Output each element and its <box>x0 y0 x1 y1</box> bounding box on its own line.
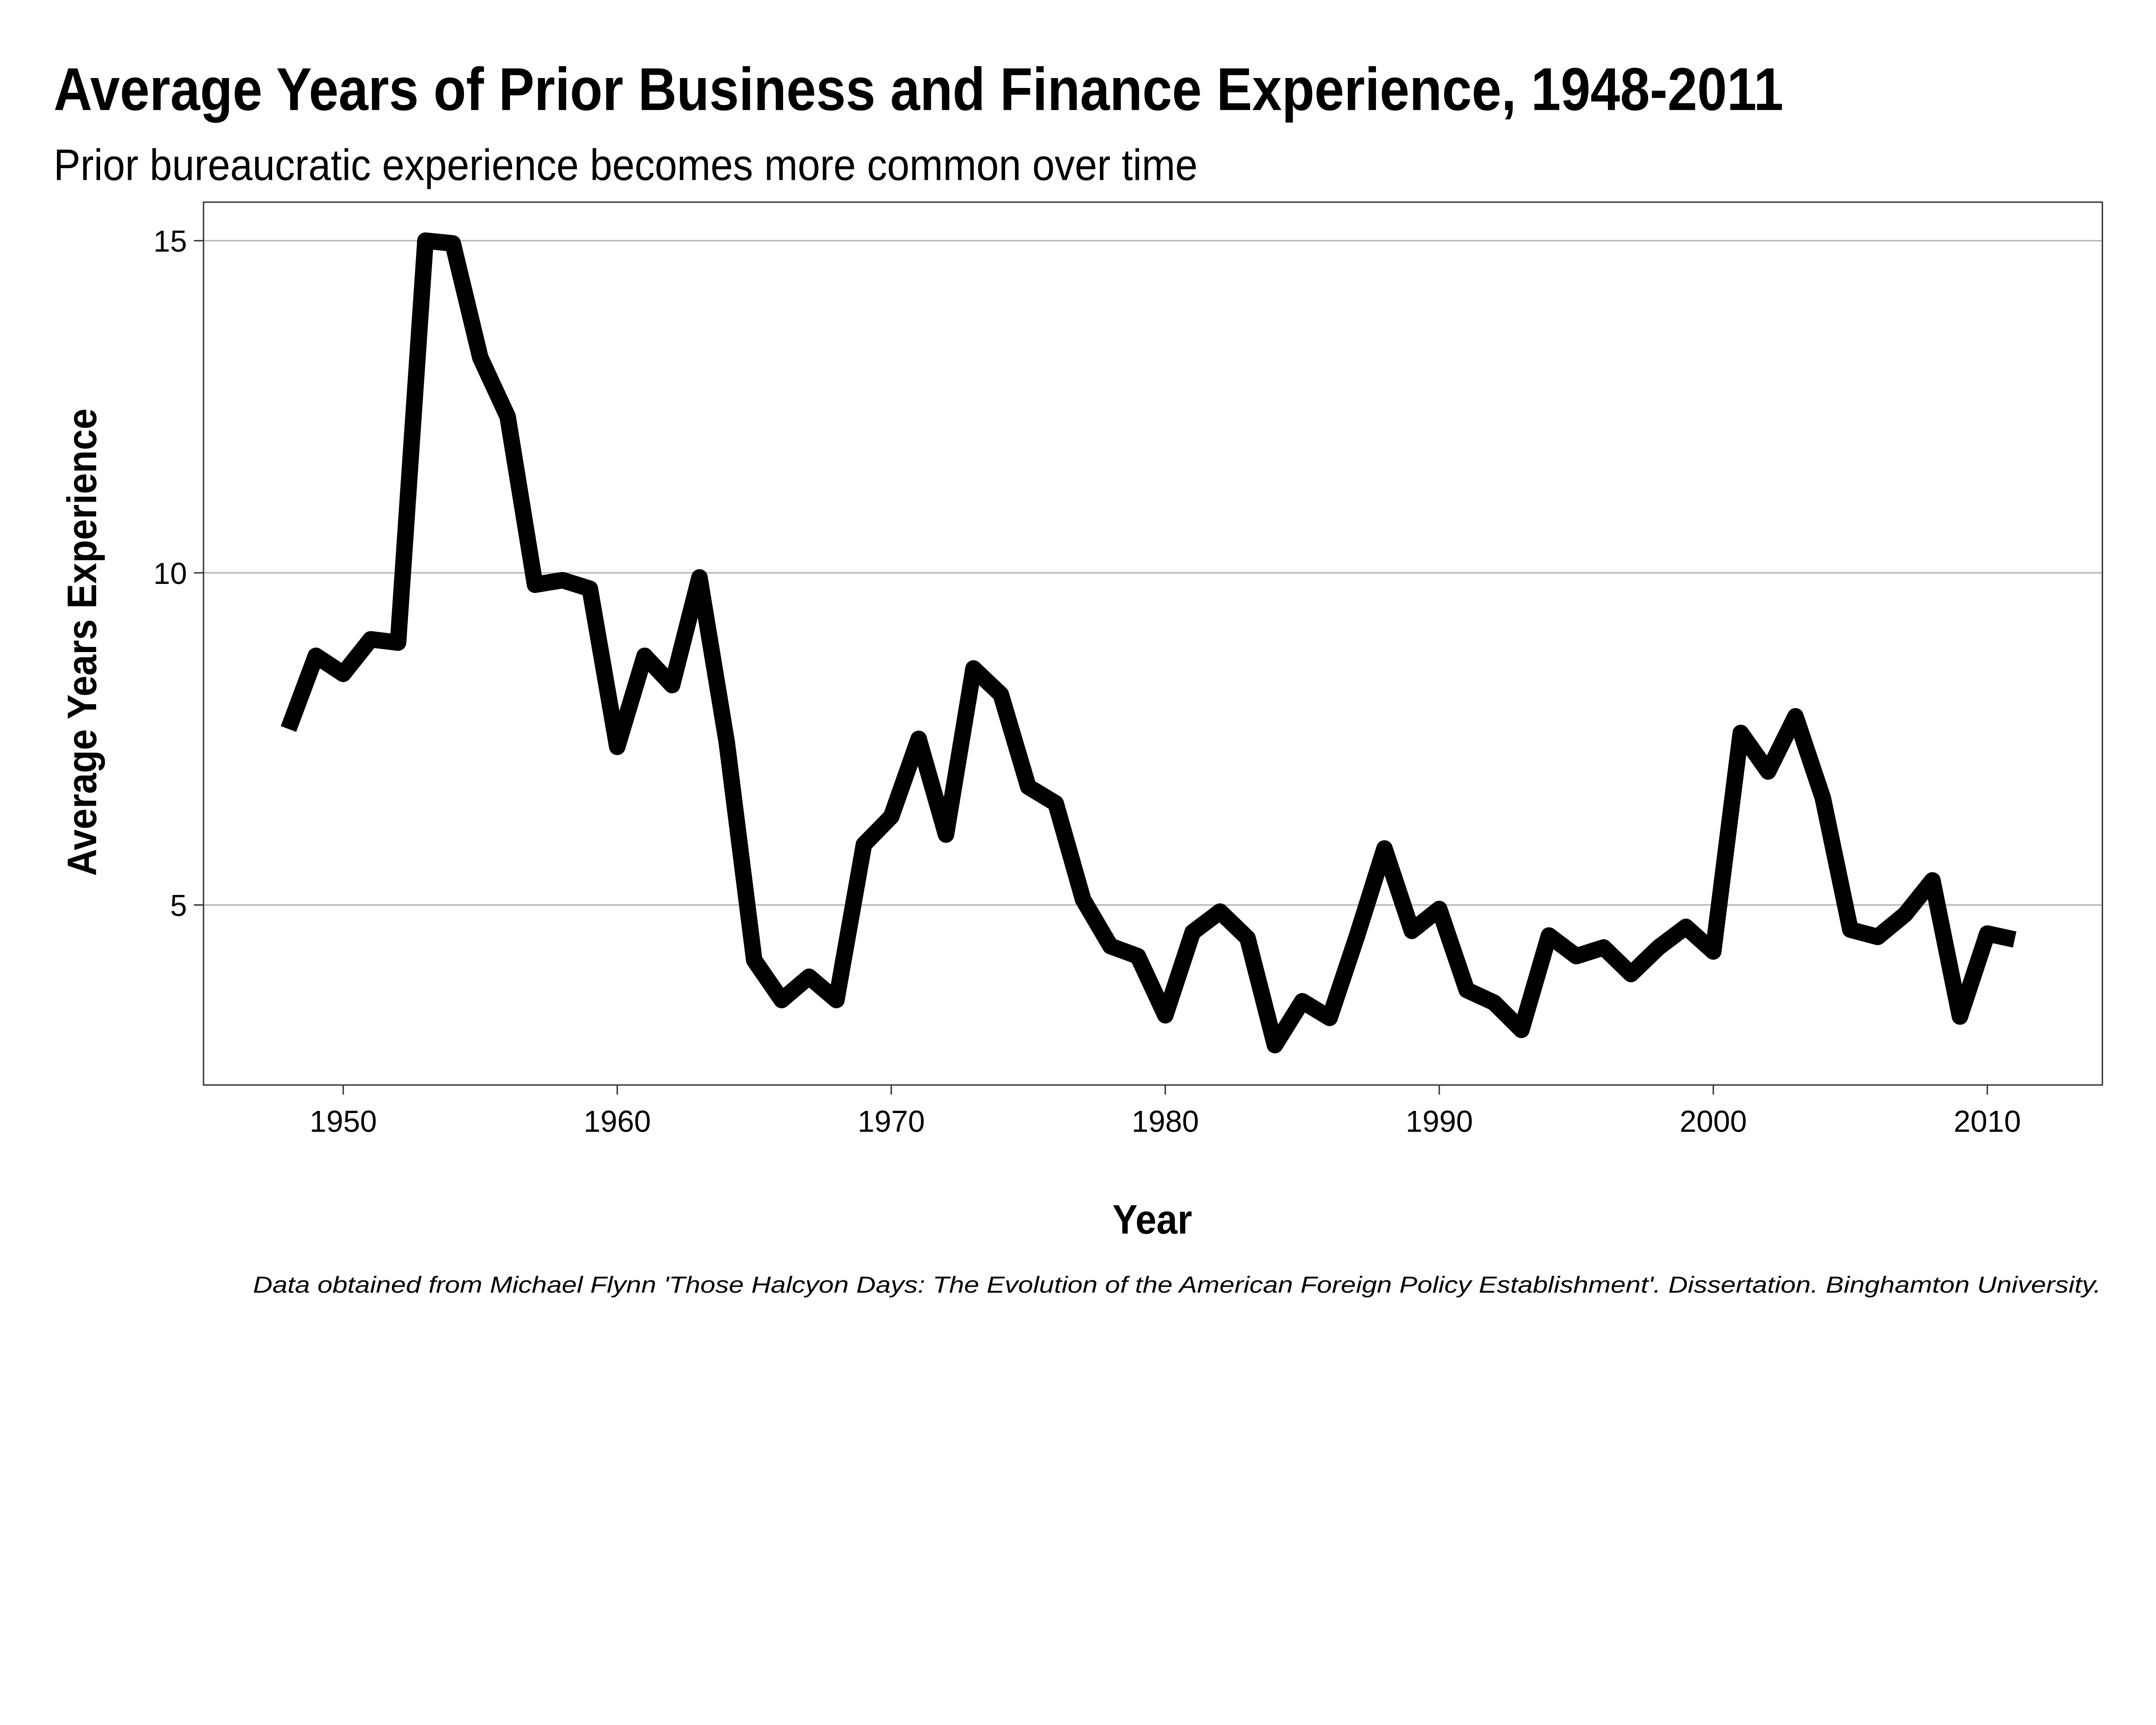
x-tick-label: 1980 <box>1131 1104 1199 1138</box>
y-axis-label: Average Years Experience <box>59 408 105 876</box>
chart-subtitle: Prior bureaucratic experience becomes mo… <box>53 141 1197 190</box>
x-tick-label: 2010 <box>1954 1104 2021 1138</box>
data-points <box>288 241 2015 1045</box>
chart-title: Average Years of Prior Business and Fina… <box>53 55 1783 123</box>
y-tick-label: 10 <box>154 556 187 590</box>
y-tick-label: 15 <box>154 224 187 258</box>
plot-frame <box>203 201 2103 1086</box>
chart: Average Years of Prior Business and Fina… <box>53 55 2103 1298</box>
gridlines <box>203 240 2103 906</box>
caption: Data obtained from Michael Flynn 'Those … <box>253 1272 2101 1298</box>
x-tick-label: 1960 <box>583 1104 651 1138</box>
x-tick-label: 1970 <box>858 1104 925 1138</box>
x-tick-label: 1990 <box>1406 1104 1473 1138</box>
x-axis: 1950 1960 1970 1980 1990 2000 2010 <box>310 1085 2021 1138</box>
x-axis-label: Year <box>1112 1196 1192 1242</box>
series-line <box>281 232 2017 1054</box>
x-tick-label: 1950 <box>310 1104 377 1138</box>
y-tick-label: 5 <box>170 888 187 922</box>
y-axis: 5 10 15 <box>154 224 204 922</box>
x-tick-label: 2000 <box>1680 1104 1747 1138</box>
